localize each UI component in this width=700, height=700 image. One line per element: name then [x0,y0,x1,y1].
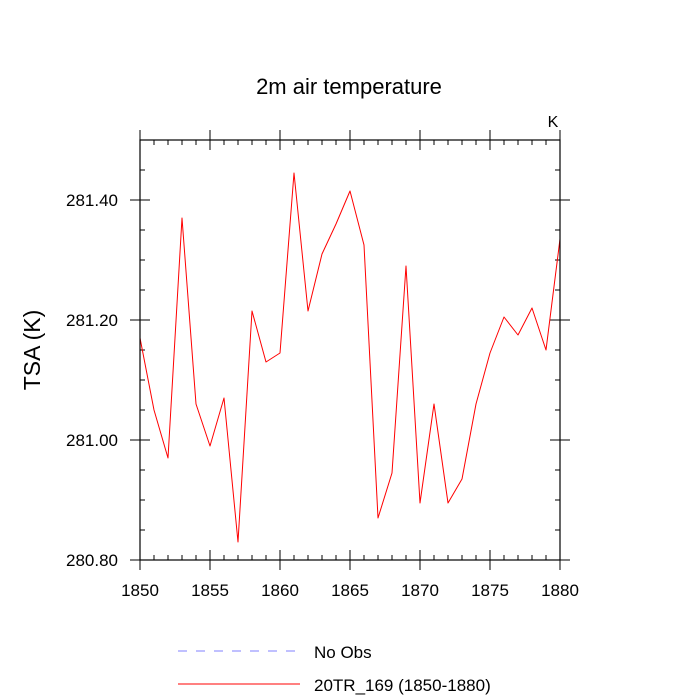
y-tick-label: 281.40 [66,191,118,210]
chart-title: 2m air temperature [256,74,442,99]
axis-ticks [130,130,570,570]
y-axis-label: TSA (K) [19,310,45,391]
x-tick-label: 1870 [401,581,439,600]
x-tick-label: 1875 [471,581,509,600]
x-tick-label: 1860 [261,581,299,600]
legend: No Obs 20TR_169 (1850-1880) [178,643,491,695]
series-line [139,172,561,543]
y-tick-label: 280.80 [66,551,118,570]
series-lines [139,172,561,543]
x-tick-label: 1880 [541,581,579,600]
y-tick-label: 281.20 [66,311,118,330]
x-tick-label: 1850 [121,581,159,600]
legend-label-20tr: 20TR_169 (1850-1880) [314,676,491,695]
y-tick-label: 281.00 [66,431,118,450]
tick-labels: 1850 1855 1860 1865 1870 1875 1880 280.80 281.00… [66,191,579,600]
plot-frame [139,139,561,561]
units-label: K [548,114,559,131]
x-tick-label: 1865 [331,581,369,600]
x-tick-label: 1855 [191,581,229,600]
legend-label-no-obs: No Obs [314,643,372,662]
